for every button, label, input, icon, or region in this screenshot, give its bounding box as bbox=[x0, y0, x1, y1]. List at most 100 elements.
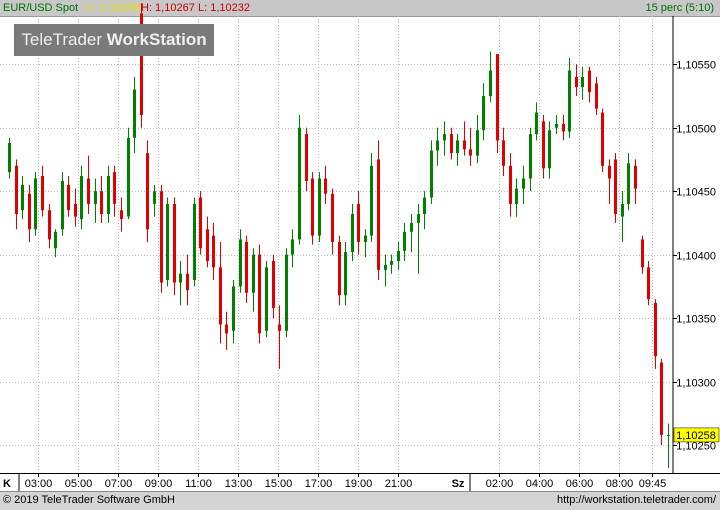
candle-body bbox=[173, 203, 176, 283]
x-tick-label: 17:00 bbox=[305, 478, 333, 490]
candle-body bbox=[15, 165, 18, 215]
candle-body bbox=[61, 181, 64, 230]
x-tick-label: 07:00 bbox=[105, 478, 133, 490]
candle bbox=[179, 261, 182, 306]
candle-body bbox=[120, 210, 123, 220]
candle-body bbox=[34, 178, 37, 230]
candle bbox=[555, 115, 558, 135]
candle-body bbox=[370, 165, 373, 236]
candle-body bbox=[338, 241, 341, 296]
candle bbox=[206, 216, 209, 268]
candle bbox=[351, 203, 354, 262]
candle-body bbox=[80, 175, 83, 220]
candle bbox=[54, 229, 57, 258]
candle-body bbox=[278, 324, 281, 331]
candle-body bbox=[397, 250, 400, 262]
candle bbox=[522, 165, 525, 204]
candle-body bbox=[588, 70, 591, 93]
candle bbox=[562, 115, 565, 141]
candle-body bbox=[21, 184, 24, 211]
candle bbox=[476, 115, 479, 164]
candle-body bbox=[193, 203, 196, 281]
x-tick-label: 19:00 bbox=[345, 478, 373, 490]
candle bbox=[370, 153, 373, 242]
x-day-label: Sz bbox=[452, 478, 465, 490]
candle-body bbox=[160, 191, 163, 283]
candle-body bbox=[384, 264, 387, 270]
candle-body bbox=[305, 134, 308, 182]
high-price: H: 1,10267 bbox=[141, 2, 195, 14]
candle-body bbox=[562, 123, 565, 132]
candle-body bbox=[403, 231, 406, 251]
candle-body bbox=[113, 172, 116, 204]
candle bbox=[113, 165, 116, 217]
candle bbox=[660, 358, 663, 446]
last-price-tag: 1,10258 bbox=[673, 427, 720, 443]
candle-body bbox=[179, 273, 182, 283]
candle-body bbox=[357, 203, 360, 242]
candle bbox=[410, 214, 413, 253]
candle-body bbox=[660, 362, 663, 435]
candle bbox=[463, 121, 466, 156]
candle bbox=[384, 254, 387, 287]
candle-body bbox=[436, 140, 439, 151]
candle-body bbox=[54, 231, 57, 249]
y-axis-ticks: 1,10550 1,10500 1,10450 1,10400 1,10350 1,103… bbox=[673, 60, 716, 453]
candle-body bbox=[252, 254, 255, 293]
x-tick-label: 05:00 bbox=[65, 478, 93, 490]
price-chart[interactable]: 1,10550 1,10500 1,10450 1,10400 1,10350 1,103… bbox=[0, 0, 720, 491]
candle bbox=[193, 197, 196, 287]
candle bbox=[614, 153, 617, 223]
candle bbox=[291, 229, 294, 268]
candle-body bbox=[344, 252, 347, 296]
candle-body bbox=[608, 165, 611, 179]
candle-body bbox=[647, 267, 650, 300]
website-url[interactable]: http://workstation.teletrader.com/ bbox=[557, 494, 716, 506]
candle bbox=[601, 108, 604, 173]
x-tick-label: 21:00 bbox=[385, 478, 413, 490]
candle bbox=[305, 127, 308, 192]
x-tick-label: 09:00 bbox=[145, 478, 173, 490]
candle-body bbox=[555, 123, 558, 128]
candle-body bbox=[140, 13, 143, 116]
candle-body bbox=[239, 239, 242, 287]
candle bbox=[489, 51, 492, 103]
x-tick-label: 03:00 bbox=[25, 478, 53, 490]
candle bbox=[331, 188, 334, 255]
candle-body bbox=[641, 239, 644, 268]
y-tick-label: 1,10300 bbox=[676, 378, 716, 390]
candle-body bbox=[94, 191, 97, 204]
candle bbox=[74, 188, 77, 227]
candle-body bbox=[232, 286, 235, 331]
candle bbox=[239, 229, 242, 293]
candle bbox=[298, 115, 301, 245]
candle bbox=[219, 241, 222, 344]
candle-body bbox=[476, 130, 479, 156]
candle bbox=[502, 127, 505, 176]
candle-body bbox=[166, 203, 169, 281]
candle bbox=[212, 222, 215, 281]
candle bbox=[535, 102, 538, 141]
candle bbox=[252, 248, 255, 312]
candle-body bbox=[8, 142, 11, 173]
candle-body bbox=[127, 137, 130, 217]
y-tick-label: 1,10250 bbox=[676, 441, 716, 453]
candle bbox=[285, 248, 288, 338]
candle-body bbox=[595, 83, 598, 109]
x-tick-label: 09:45 bbox=[639, 478, 667, 490]
candle-body bbox=[482, 95, 485, 131]
candle-body bbox=[430, 150, 433, 198]
candle bbox=[338, 235, 341, 306]
candle-body bbox=[41, 175, 44, 211]
x-tick-label: 15:00 bbox=[265, 478, 293, 490]
y-tick-label: 1,10400 bbox=[676, 251, 716, 263]
candle bbox=[364, 229, 367, 258]
candle-body bbox=[496, 54, 499, 141]
candle bbox=[41, 165, 44, 217]
logo-text-b: WorkStation bbox=[106, 30, 207, 49]
candle bbox=[608, 159, 611, 204]
candle-body bbox=[311, 178, 314, 236]
candle bbox=[311, 172, 314, 245]
candle bbox=[403, 222, 406, 262]
logo-text-a: TeleTrader bbox=[21, 30, 103, 49]
